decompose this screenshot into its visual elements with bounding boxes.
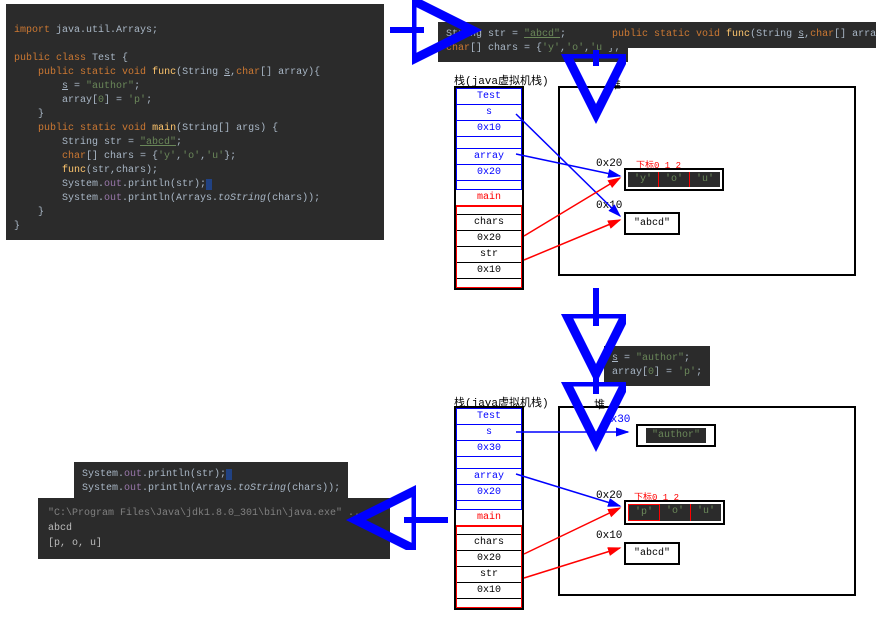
console-line2: [p, o, u]	[48, 536, 380, 551]
stack2-test-frame: Test s 0x30 array 0x20	[456, 408, 522, 510]
heap2-addr-0x20: 0x20	[596, 490, 622, 502]
heap2-addr-0x30: 0x30	[604, 414, 630, 426]
heap1-cell-o: 'o'	[659, 172, 690, 187]
code-snippet-println: System.out.println(str); System.out.prin…	[74, 462, 348, 502]
cell-s: s	[457, 105, 521, 121]
s2-cell-gap	[457, 457, 521, 469]
code-snippet-func-body: s = "author"; array[0] = 'p';	[604, 346, 710, 386]
heap1-cell-y: 'y'	[628, 172, 659, 187]
s2-cell-s: s	[457, 425, 521, 441]
cell-main-label: main	[456, 190, 522, 206]
console-line1: abcd	[48, 521, 380, 536]
stack1-test-frame: Test s 0x10 array 0x20	[456, 88, 522, 190]
stack1: Test s 0x10 array 0x20 main chars 0x20 s…	[454, 86, 524, 290]
cell-str-addr: 0x10	[457, 263, 521, 279]
stack2-main-frame: chars 0x20 str 0x10	[456, 526, 522, 608]
cell-gap	[457, 137, 521, 149]
s2-cell-str-addr: 0x10	[457, 583, 521, 599]
code-snippet-declare: String str = "abcd"; char[] chars = {'y'…	[438, 22, 628, 62]
heap1-addr-0x10: 0x10	[596, 200, 622, 212]
heap1-cell-u: 'u'	[690, 172, 720, 187]
console-path: "C:\Program Files\Java\jdk1.8.0_301\bin\…	[48, 508, 366, 519]
heap2-addr-0x10: 0x10	[596, 530, 622, 542]
heap2-author-txt: "author"	[646, 428, 706, 443]
console-output: "C:\Program Files\Java\jdk1.8.0_301\bin\…	[38, 498, 390, 559]
heap2-cell-o: 'o'	[660, 504, 691, 521]
heap2-array-box: 'p' 'o' 'u'	[624, 500, 725, 525]
cell-mgap	[457, 207, 521, 215]
s2-cell-chars-addr: 0x20	[457, 551, 521, 567]
code-main: import java.util.Arrays; public class Te…	[6, 4, 384, 240]
cell-s-addr: 0x10	[457, 121, 521, 137]
cell-array: array	[457, 149, 521, 165]
cell-test: Test	[457, 89, 521, 105]
heap2-cell-p: 'p'	[628, 504, 660, 521]
stack2: Test s 0x30 array 0x20 main chars 0x20 s…	[454, 406, 524, 610]
s2-cell-gap2	[457, 501, 521, 509]
s2-cell-test: Test	[457, 409, 521, 425]
cell-chars-addr: 0x20	[457, 231, 521, 247]
stack1-main-frame: chars 0x20 str 0x10	[456, 206, 522, 288]
s2-cell-s-addr: 0x30	[457, 441, 521, 457]
s2-cell-array-addr: 0x20	[457, 485, 521, 501]
cell-gap2	[457, 181, 521, 189]
cell-chars: chars	[457, 215, 521, 231]
heap1-array-box: 'y' 'o' 'u'	[624, 168, 724, 191]
heap1-addr-0x20: 0x20	[596, 158, 622, 170]
cell-mgap2	[457, 279, 521, 287]
heap2-author-box: "author"	[636, 424, 716, 447]
heap2-cell-u: 'u'	[691, 504, 721, 521]
s2-cell-mgap2	[457, 599, 521, 607]
s2-cell-chars: chars	[457, 535, 521, 551]
s2-cell-array: array	[457, 469, 521, 485]
s2-cell-main-label: main	[456, 510, 522, 526]
heap1-str-box: "abcd"	[624, 212, 680, 235]
code-snippet-func-sig: public static void func(String s,char[] …	[604, 22, 876, 48]
cell-array-addr: 0x20	[457, 165, 521, 181]
heap2-str-box: "abcd"	[624, 542, 680, 565]
s2-cell-str: str	[457, 567, 521, 583]
s2-cell-mgap	[457, 527, 521, 535]
cell-str: str	[457, 247, 521, 263]
